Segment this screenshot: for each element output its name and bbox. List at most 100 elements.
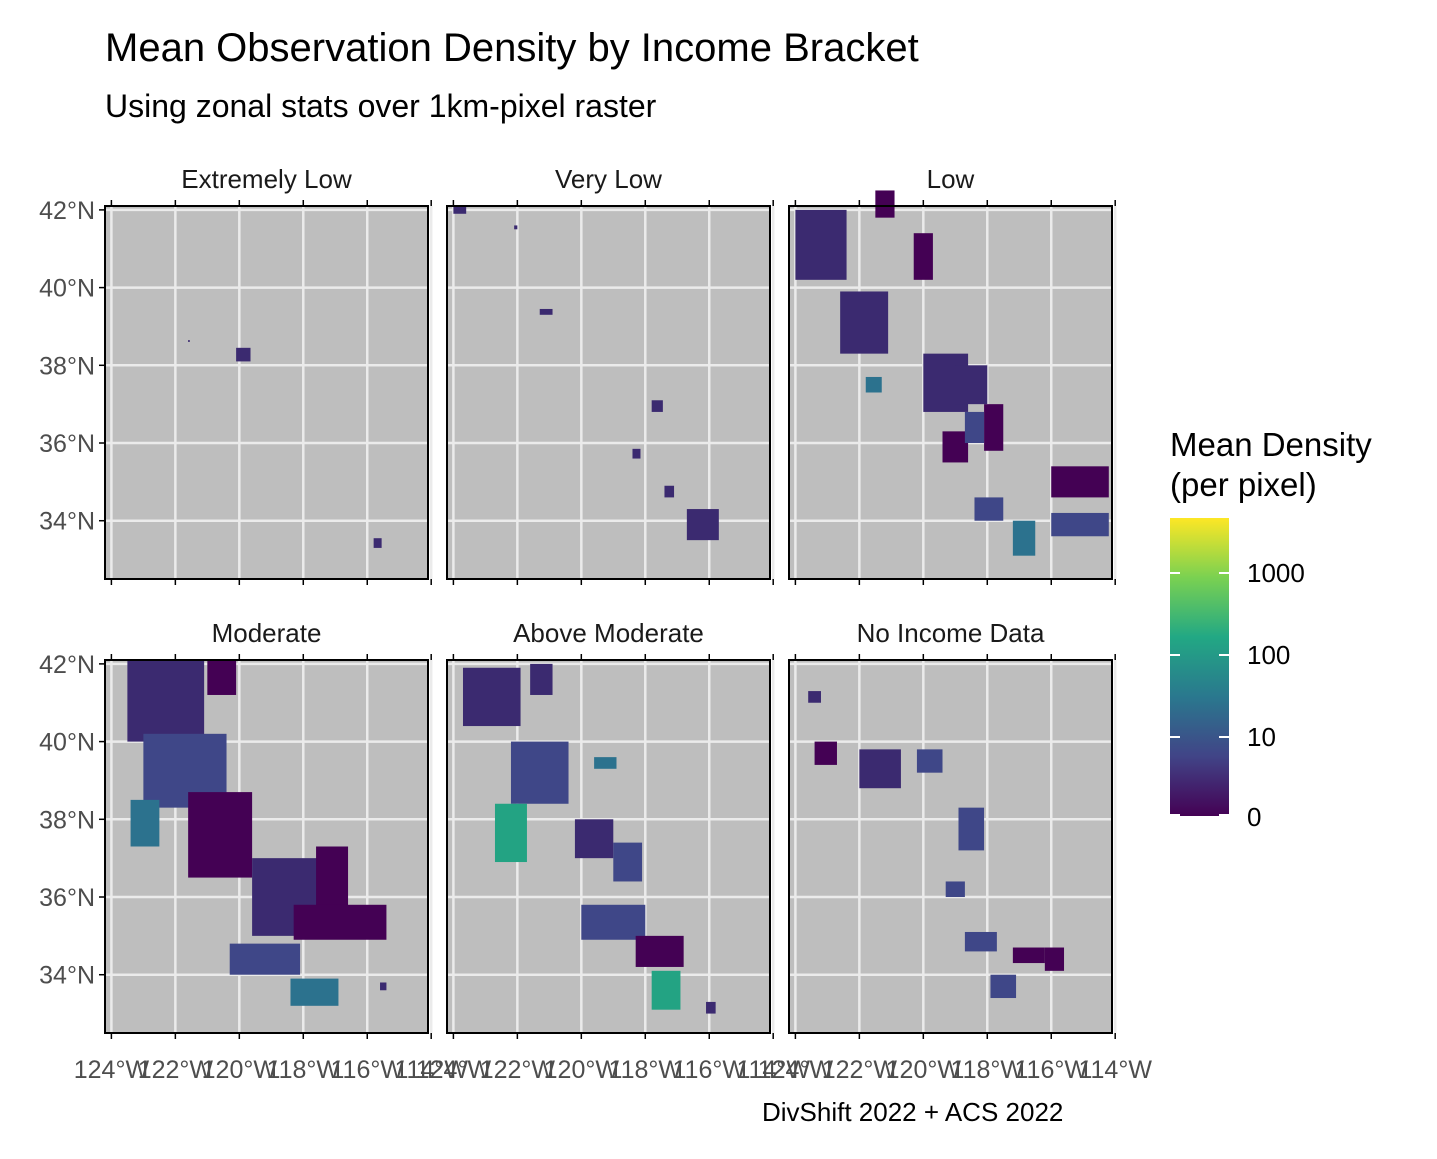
panel-border bbox=[446, 205, 771, 580]
x-tick-label: 114°W bbox=[1078, 1056, 1152, 1084]
density-region bbox=[795, 209, 847, 280]
legend-label-100: 100 bbox=[1247, 640, 1291, 670]
density-region bbox=[188, 340, 190, 342]
panel-border bbox=[446, 659, 771, 1034]
x-tick-label: 124°W bbox=[416, 1056, 492, 1084]
y-tick-label: 40°N bbox=[39, 275, 95, 303]
density-region bbox=[229, 943, 301, 975]
density-region bbox=[293, 904, 387, 940]
density-region bbox=[514, 225, 518, 230]
panel-border bbox=[788, 659, 1113, 1034]
density-region bbox=[188, 792, 253, 878]
facet-panel: Low bbox=[788, 164, 1117, 585]
density-region bbox=[664, 485, 675, 498]
density-region bbox=[510, 741, 569, 804]
density-region bbox=[945, 881, 965, 898]
legend-tick-mark bbox=[1219, 814, 1229, 816]
x-tick-label: 120°W bbox=[544, 1056, 620, 1084]
density-region bbox=[916, 749, 943, 773]
density-region bbox=[1044, 947, 1065, 971]
density-region bbox=[875, 190, 895, 218]
density-region bbox=[574, 819, 614, 859]
y-tick-label: 38°N bbox=[39, 352, 95, 380]
x-tick-label: 116°W bbox=[673, 1056, 747, 1084]
density-region bbox=[964, 931, 997, 952]
density-region bbox=[808, 691, 821, 703]
density-region bbox=[380, 982, 387, 991]
x-tick-label: 120°W bbox=[886, 1056, 962, 1084]
legend-tick-mark bbox=[1170, 572, 1180, 574]
facet-strip-label: Low bbox=[927, 164, 975, 194]
legend-title-line-1: Mean Density bbox=[1170, 426, 1372, 463]
x-tick-label: 122°W bbox=[138, 1056, 214, 1084]
legend-tick-mark bbox=[1219, 654, 1229, 656]
y-tick-label: 34°N bbox=[39, 508, 95, 536]
panel-background bbox=[789, 660, 1112, 1033]
density-region bbox=[613, 842, 643, 882]
x-tick-label: 114°W bbox=[394, 1056, 468, 1084]
facet-panel: Extremely Low bbox=[104, 164, 433, 585]
density-region bbox=[290, 978, 339, 1006]
density-region bbox=[453, 206, 467, 214]
y-tick-label: 36°N bbox=[39, 430, 95, 458]
density-region bbox=[236, 347, 251, 362]
facet-strip-label: Extremely Low bbox=[181, 164, 352, 194]
legend-tick-mark bbox=[1219, 736, 1229, 738]
legend-label-10: 10 bbox=[1247, 722, 1276, 752]
density-region bbox=[840, 291, 889, 354]
y-tick-label: 42°N bbox=[39, 197, 95, 225]
chart-title: Mean Observation Density by Income Brack… bbox=[105, 26, 919, 70]
density-region bbox=[974, 497, 1004, 521]
facet-strip-label: Very Low bbox=[555, 164, 662, 194]
panel-border bbox=[104, 205, 429, 580]
density-region bbox=[581, 904, 646, 940]
x-tick-label: 116°W bbox=[1015, 1056, 1089, 1084]
chart-caption: DivShift 2022 + ACS 2022 bbox=[762, 1097, 1064, 1127]
x-tick-label: 120°W bbox=[202, 1056, 278, 1084]
density-region bbox=[984, 404, 1004, 451]
facet-strip-label: No Income Data bbox=[857, 618, 1045, 648]
chart-subtitle: Using zonal stats over 1km-pixel raster bbox=[105, 88, 657, 124]
density-region bbox=[127, 660, 205, 742]
density-region bbox=[990, 974, 1017, 999]
density-region bbox=[635, 935, 684, 967]
density-region bbox=[1051, 466, 1109, 498]
density-region bbox=[814, 741, 837, 765]
panel-border bbox=[788, 205, 1113, 580]
legend-colorbar bbox=[1170, 518, 1229, 816]
legend-title: Mean Density (per pixel) bbox=[1170, 425, 1372, 505]
x-tick-label: 118°W bbox=[267, 1056, 341, 1084]
density-region bbox=[651, 400, 663, 412]
y-tick-label: 42°N bbox=[39, 651, 95, 679]
facet-panel: No Income Data bbox=[788, 618, 1117, 1039]
y-tick-label: 40°N bbox=[39, 729, 95, 757]
density-region bbox=[706, 1001, 716, 1014]
density-region bbox=[955, 365, 988, 405]
facet-strip-label: Moderate bbox=[212, 618, 322, 648]
y-tick-label: 36°N bbox=[39, 884, 95, 912]
legend-label-1000: 1000 bbox=[1247, 558, 1305, 588]
panel-border bbox=[104, 659, 429, 1034]
x-tick-label: 124°W bbox=[758, 1056, 834, 1084]
x-tick-label: 124°W bbox=[74, 1056, 150, 1084]
facet-strip-label: Above Moderate bbox=[513, 618, 704, 648]
x-tick-label: 122°W bbox=[480, 1056, 556, 1084]
density-region bbox=[462, 667, 521, 727]
density-region bbox=[530, 663, 553, 695]
density-region bbox=[651, 970, 681, 1010]
y-tick-label: 34°N bbox=[39, 962, 95, 990]
legend-title-line-2: (per pixel) bbox=[1170, 466, 1317, 503]
legend-tick-mark bbox=[1219, 572, 1229, 574]
density-region bbox=[1051, 512, 1109, 537]
legend-label-0: 0 bbox=[1247, 802, 1262, 832]
density-region bbox=[373, 538, 382, 548]
density-region bbox=[964, 411, 985, 444]
panel-background bbox=[105, 206, 428, 579]
x-tick-label: 118°W bbox=[609, 1056, 683, 1084]
density-region bbox=[859, 749, 901, 789]
facet-panel: Very Low bbox=[446, 164, 775, 585]
legend-tick-mark bbox=[1170, 814, 1180, 816]
density-region bbox=[494, 803, 527, 863]
density-region bbox=[1012, 947, 1045, 964]
